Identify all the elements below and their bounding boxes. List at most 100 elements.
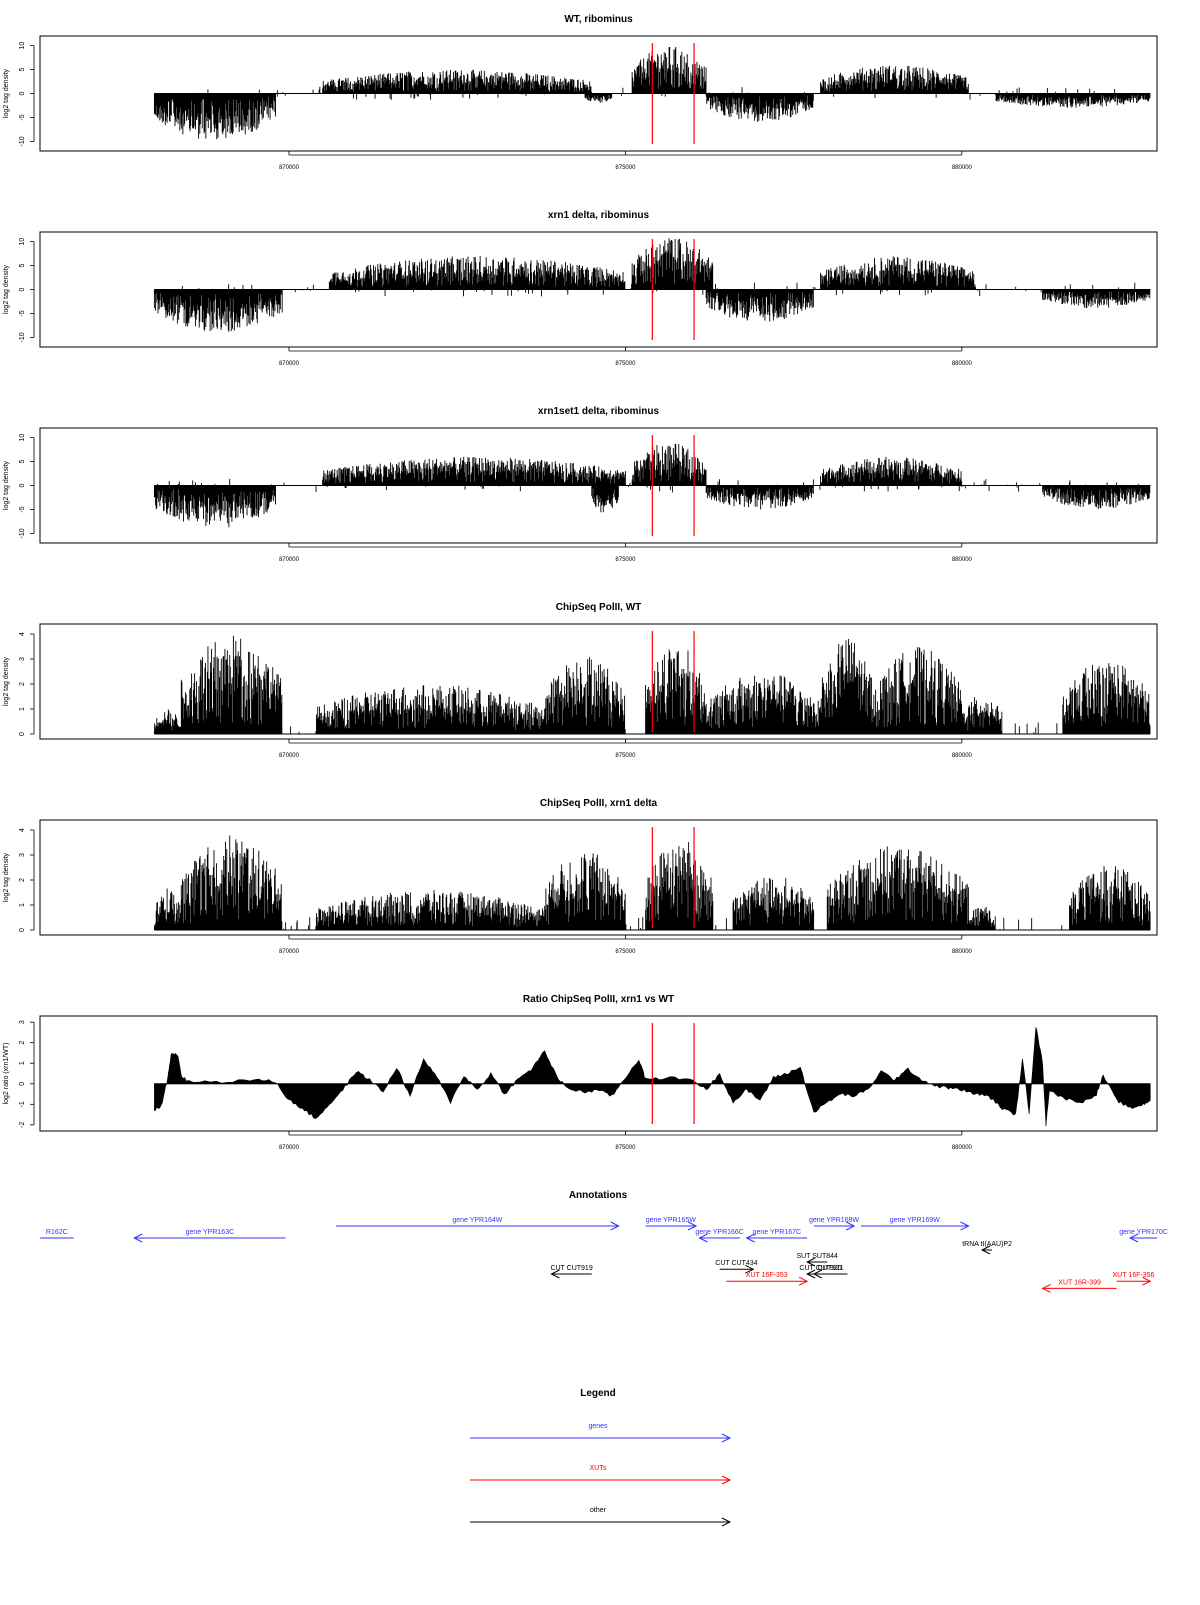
ratio-area — [154, 1027, 1151, 1127]
annotation-feature: XUT 16F-353 — [726, 1272, 809, 1286]
annotation-label: XUT 16F-356 — [1113, 1272, 1155, 1279]
signal-bars — [153, 635, 1151, 734]
y-tick-label: -10 — [19, 528, 26, 538]
y-tick-label: -5 — [19, 310, 26, 316]
y-tick-label: 10 — [19, 434, 26, 442]
arrow-head — [745, 1233, 755, 1243]
annotation-feature: XUT 16R-399 — [1041, 1279, 1117, 1293]
panel-title: ChipSeq PolII, xrn1 delta — [540, 798, 658, 809]
arrow-head — [1142, 1276, 1152, 1286]
annotation-label: gene YPR168W — [809, 1217, 859, 1224]
panel-5: ChipSeq PolII, xrn1 delta log2 tag densit… — [3, 798, 1158, 955]
arrow-head — [610, 1221, 620, 1231]
y-tick-label: -2 — [19, 1122, 26, 1128]
x-tick-label: 875000 — [615, 165, 636, 171]
annotation-label: R162C — [46, 1229, 68, 1236]
arrow-head — [980, 1245, 991, 1255]
legend-label: other — [590, 1507, 607, 1514]
arrow-head — [698, 1233, 708, 1243]
legend: Legend genes XUTs other — [470, 1388, 732, 1527]
x-tick-label: 875000 — [615, 949, 636, 955]
annotation-label: XUT 16F-353 — [746, 1272, 788, 1279]
plot-frame — [39, 231, 1158, 348]
legend-item: genes — [470, 1423, 732, 1443]
panel-title: xrn1 delta, ribominus — [548, 210, 650, 221]
y-tick-label: 4 — [19, 632, 26, 636]
signal-bars — [153, 835, 1151, 930]
y-tick-label: -10 — [19, 136, 26, 146]
panel-1: WT, ribominus log2 tag density -10 -5 0 5 10 87… — [3, 14, 1158, 171]
annotation-label: XUT 16R-399 — [1058, 1279, 1101, 1286]
arrow-head — [687, 1221, 698, 1231]
signal-bars — [153, 238, 1151, 332]
annotation-feature: tRNA tI(AAU)P2 — [962, 1241, 1012, 1255]
panel-title: ChipSeq PolII, WT — [556, 602, 642, 613]
annotation-label: gene YPR163C — [186, 1229, 235, 1236]
y-axis-label: log2 tag density — [3, 656, 10, 706]
y-tick-label: 10 — [19, 42, 26, 50]
panel-4: ChipSeq PolII, WT log2 tag density 0 1 2 3 4 87… — [3, 602, 1158, 759]
legend-item: other — [470, 1507, 732, 1527]
arrow-head — [721, 1433, 732, 1443]
x-tick-label: 880000 — [952, 949, 973, 955]
annotation-label: gene YPR167C — [753, 1229, 802, 1236]
arrow-head — [960, 1221, 970, 1231]
y-tick-label: 10 — [19, 238, 26, 246]
y-axis-label: log2 tag density — [3, 852, 10, 902]
annotation-label: CUT CUT920 — [799, 1265, 841, 1272]
annotation-feature: CUT CUT919 — [550, 1265, 593, 1279]
annotation-label: gene YPR170C — [1119, 1229, 1168, 1236]
y-tick-label: 0 — [19, 928, 26, 932]
x-tick-label: 870000 — [279, 949, 300, 955]
plot-frame — [39, 35, 1158, 152]
annotation-feature: gene YPR168W — [809, 1217, 859, 1231]
arrow-head — [805, 1269, 816, 1279]
annotation-label: gene YPR166C — [695, 1229, 744, 1236]
x-tick-label: 875000 — [615, 1145, 636, 1151]
panel-6: Ratio ChipSeq PolII, xrn1 vs WT log2 rati… — [3, 994, 1158, 1151]
plot-frame — [39, 1015, 1158, 1132]
annotation-feature: XUT 16F-356 — [1113, 1272, 1155, 1286]
y-axis-label: log2 tag density — [3, 460, 10, 510]
panel-title: WT, ribominus — [564, 14, 633, 25]
plot-frame — [39, 427, 1158, 544]
annotation-label: CUT CUT434 — [715, 1260, 757, 1267]
x-tick-label: 870000 — [279, 1145, 300, 1151]
annotation-feature: CUT921 — [812, 1265, 848, 1279]
signal-bars — [153, 443, 1151, 528]
y-tick-label: 5 — [19, 459, 26, 463]
x-tick-label: 870000 — [279, 753, 300, 759]
arrow-head — [721, 1517, 732, 1527]
arrow-head — [745, 1264, 755, 1274]
annotation-label: gene YPR165W — [646, 1217, 696, 1224]
y-tick-label: 0 — [19, 1082, 26, 1086]
x-tick-label: 875000 — [615, 753, 636, 759]
arrow-head — [721, 1475, 732, 1485]
y-tick-label: 1 — [19, 1061, 26, 1065]
annotation-feature: gene YPR163C — [133, 1229, 286, 1243]
annotation-label: tRNA tI(AAU)P2 — [962, 1241, 1012, 1248]
arrow-head — [133, 1233, 143, 1243]
x-tick-label: 880000 — [952, 361, 973, 367]
annotation-label: gene YPR169W — [890, 1217, 940, 1224]
arrow-head — [798, 1276, 809, 1286]
y-tick-label: 0 — [19, 91, 26, 95]
x-tick-label: 880000 — [952, 557, 973, 563]
y-tick-label: 0 — [19, 483, 26, 487]
y-tick-label: 5 — [19, 263, 26, 267]
x-tick-label: 875000 — [615, 361, 636, 367]
annotation-feature: gene YPR169W — [860, 1217, 970, 1231]
y-tick-label: 2 — [19, 1041, 26, 1045]
plot-frame — [39, 819, 1158, 936]
y-tick-label: 1 — [19, 707, 26, 711]
y-tick-label: 3 — [19, 1020, 26, 1024]
legend-title: Legend — [580, 1388, 616, 1399]
y-tick-label: 0 — [19, 732, 26, 736]
y-tick-label: 3 — [19, 657, 26, 661]
y-tick-label: 2 — [19, 682, 26, 686]
y-axis-label: log2 tag density — [3, 264, 10, 314]
y-tick-label: 5 — [19, 67, 26, 71]
panel-2: xrn1 delta, ribominus log2 tag density -10… — [3, 210, 1158, 367]
